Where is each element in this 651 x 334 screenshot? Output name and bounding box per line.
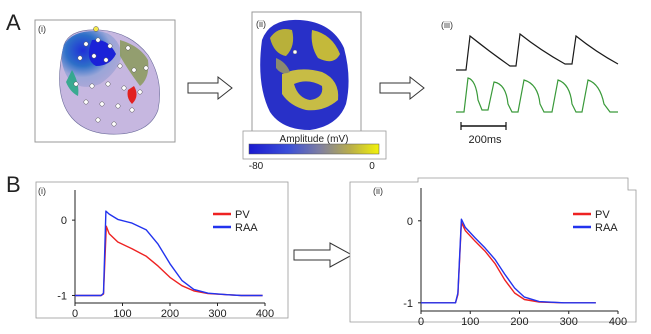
panel-b-label: B — [6, 172, 21, 197]
amplitude-colorbar: Amplitude (mV) -80 0 — [242, 130, 387, 172]
heart-amplitude-map — [260, 19, 349, 131]
action-potential-trace-bottom — [456, 77, 618, 113]
x-tick-label: 0 — [72, 308, 78, 320]
chart-b-i-sublabel: (i) — [38, 186, 46, 196]
legend-label-raa: RAA — [235, 222, 258, 234]
time-scale-bar-label: 200ms — [468, 134, 502, 146]
x-tick-label: 200 — [161, 308, 179, 320]
series-line-raa — [75, 210, 263, 297]
colorbar-gradient — [248, 143, 380, 155]
legend-label-raa: RAA — [595, 222, 618, 234]
x-tick-label: 400 — [609, 316, 627, 328]
heart-electroanatomic-map — [59, 26, 160, 135]
arrow-b1-b2 — [293, 242, 354, 268]
panel-a-iii: (iii) 200ms — [441, 20, 619, 146]
legend-label-pv: PV — [595, 209, 610, 221]
panel-a-ii: (ii) — [251, 11, 362, 140]
y-tick-label: -1 — [57, 290, 67, 302]
x-tick-label: 0 — [418, 316, 424, 328]
arrow-a1-a2 — [187, 75, 233, 101]
right-outline-arrow-icon — [379, 75, 425, 101]
x-tick-label: 300 — [208, 308, 226, 320]
x-tick-label: 200 — [510, 316, 528, 328]
right-outline-arrow-icon — [293, 242, 354, 268]
x-tick-label: 400 — [256, 308, 274, 320]
arrow-a2-a3 — [379, 75, 425, 101]
panel-a-i: (i) — [34, 19, 176, 143]
series-line-raa — [421, 218, 596, 304]
panel-a-i-label: (i) — [38, 24, 46, 34]
chart-b-ii-sublabel: (ii) — [373, 186, 383, 196]
x-tick-label: 100 — [113, 308, 131, 320]
x-tick-label: 300 — [560, 316, 578, 328]
x-tick-label: 100 — [461, 316, 479, 328]
y-tick-label: 0 — [61, 215, 67, 227]
panel-a-iii-label: (iii) — [441, 20, 453, 30]
colorbar-min-label: -80 — [249, 161, 264, 172]
colorbar-max-label: 0 — [369, 161, 375, 172]
y-tick-label: -1 — [403, 298, 413, 310]
panel-a-label: A — [6, 10, 21, 35]
colorbar-title: Amplitude (mV) — [280, 134, 349, 145]
action-potential-trace-top — [456, 32, 619, 71]
chart-b-ii-frame — [349, 177, 637, 323]
legend-label-pv: PV — [235, 209, 250, 221]
right-outline-arrow-icon — [187, 75, 233, 101]
y-tick-label: 0 — [407, 216, 413, 228]
panel-a-ii-label: (ii) — [256, 19, 266, 29]
